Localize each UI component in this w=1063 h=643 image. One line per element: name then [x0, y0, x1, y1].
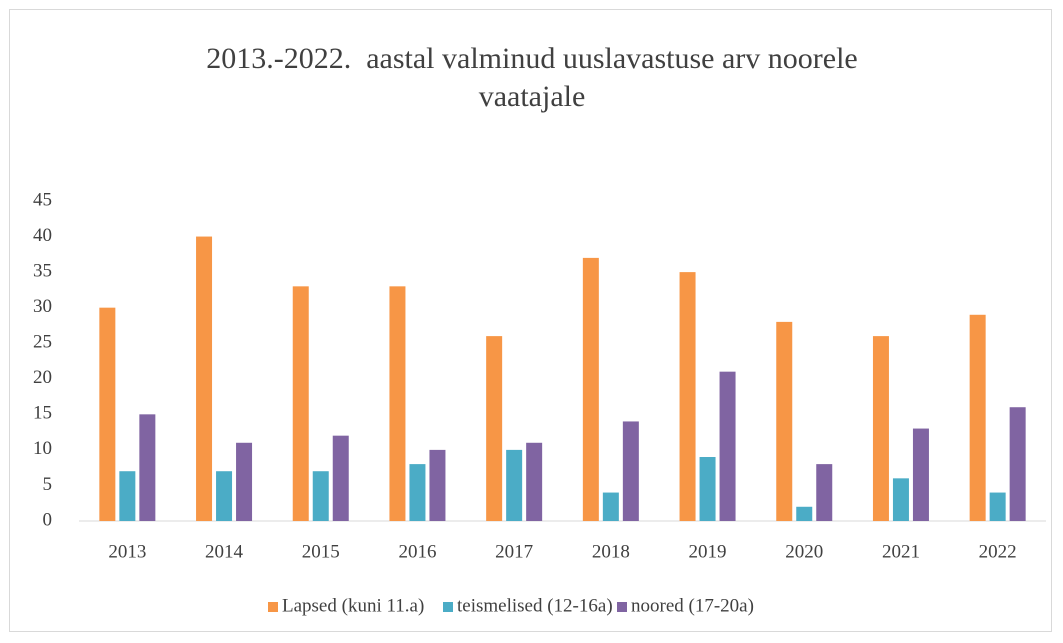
bar: [719, 371, 736, 521]
bar: [99, 307, 116, 521]
x-tick-label: 2014: [205, 541, 244, 562]
bar: [622, 421, 639, 521]
y-tick-label: 35: [33, 260, 52, 281]
bar: [216, 471, 233, 521]
y-tick-label: 20: [33, 367, 52, 388]
bar: [292, 286, 309, 521]
y-tick-label: 5: [43, 474, 53, 495]
bar: [796, 506, 813, 521]
bar: [776, 321, 793, 521]
bar: [1009, 407, 1026, 521]
y-tick-label: 30: [33, 296, 52, 317]
chart-title: 2013.-2022. aastal valminud uuslavastuse…: [206, 42, 866, 113]
legend-label: noored (17-20a): [631, 595, 754, 616]
x-tick-label: 2020: [785, 541, 823, 562]
x-tick-label: 2022: [979, 541, 1017, 562]
bar: [506, 449, 523, 521]
bar: [582, 257, 599, 521]
bar: [699, 457, 716, 521]
bar: [912, 428, 929, 521]
y-tick-label: 40: [33, 225, 52, 246]
x-tick-label: 2013: [108, 541, 146, 562]
bar: [486, 336, 503, 521]
bar: [119, 471, 136, 521]
y-tick-label: 45: [33, 189, 52, 210]
bar: [526, 442, 543, 521]
x-tick-label: 2015: [302, 541, 340, 562]
y-tick-label: 25: [33, 332, 52, 353]
bar: [139, 414, 156, 521]
x-tick-label: 2017: [495, 541, 533, 562]
bar: [312, 471, 329, 521]
x-tick-label: 2019: [689, 541, 727, 562]
bar: [429, 449, 446, 521]
legend-label: Lapsed (kuni 11.a): [282, 595, 424, 616]
bar: [389, 286, 406, 521]
bar: [236, 442, 253, 521]
legend-label: teismelised (12-16a): [457, 595, 613, 616]
bar: [989, 492, 1006, 521]
bar: [196, 236, 213, 522]
bar: [969, 314, 986, 521]
legend-swatch: [443, 602, 453, 612]
y-tick-label: 10: [33, 438, 52, 459]
bar: [332, 435, 349, 521]
x-tick-label: 2021: [882, 541, 920, 562]
bar: [602, 492, 619, 521]
bar: [872, 336, 889, 521]
y-tick-label: 15: [33, 403, 52, 424]
bar: [816, 464, 833, 521]
legend-swatch: [617, 602, 627, 612]
x-tick-label: 2018: [592, 541, 630, 562]
bar: [409, 464, 426, 521]
y-tick-label: 0: [43, 509, 53, 530]
x-tick-label: 2016: [398, 541, 436, 562]
bar: [892, 478, 909, 521]
legend-swatch: [268, 602, 278, 612]
bar: [679, 272, 696, 521]
chart-frame: [9, 9, 1052, 632]
